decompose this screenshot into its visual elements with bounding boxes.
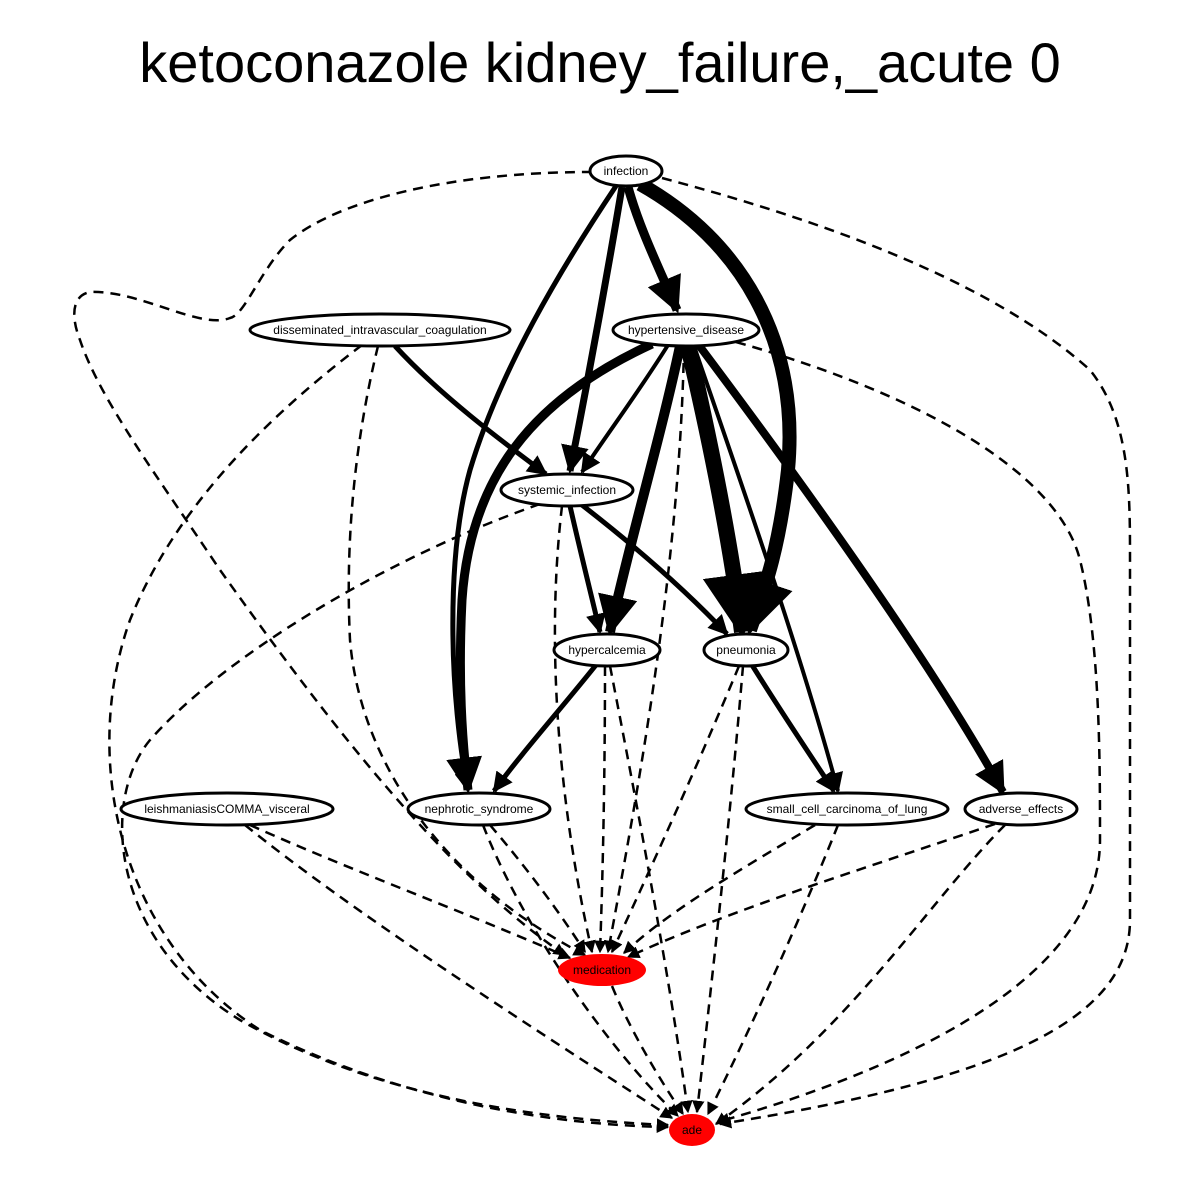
node-systemic-shape — [499, 472, 635, 508]
edge-hypertensive-to-hypercalcemia — [598, 344, 685, 636]
edge-hypertensive-to-ade — [716, 340, 1102, 1125]
edge-pneumonia-to-ade — [692, 665, 745, 1114]
node-infection-label: infection — [604, 164, 649, 178]
edge-dic-to-medication — [347, 345, 587, 957]
node-pneumonia-shape — [702, 632, 790, 668]
edge-systemic-to-medication — [553, 505, 596, 954]
node-nephrotic-label: nephrotic_syndrome — [425, 802, 534, 816]
node-hypertensive-disease[interactable]: hypertensive_disease — [611, 312, 761, 348]
node-ade-label: ade — [682, 1123, 702, 1137]
edge-systemic-to-hypercalcemia — [567, 505, 606, 634]
edge-dic-to-systemic — [393, 344, 548, 477]
edge-adverse-to-medication — [626, 822, 996, 959]
edge-hypertensive-to-medication — [603, 345, 686, 954]
node-infection[interactable]: infection — [588, 154, 664, 188]
graph-title: ketoconazole kidney_failure,_acute 0 — [139, 31, 1061, 94]
node-hypercalcemia[interactable]: hypercalcemia — [552, 632, 662, 668]
node-sclc-label: small_cell_carcinoma_of_lung — [767, 802, 928, 816]
edge-pneumonia-to-medication — [610, 665, 741, 954]
edge-hypercalcemia-to-medication — [594, 665, 607, 954]
node-small-cell-carcinoma-of-lung[interactable]: small_cell_carcinoma_of_lung — [744, 791, 950, 827]
edge-hypertensive-to-sclc — [692, 345, 843, 793]
nodes-layer: infection disseminated_intravascular_coa… — [119, 154, 1079, 1146]
edge-hypercalcemia-to-nephrotic — [491, 663, 598, 793]
edge-leish-to-medication — [249, 823, 572, 960]
edge-systemic-to-pneumonia — [580, 503, 729, 636]
node-systemic-infection[interactable]: systemic_infection — [499, 472, 635, 508]
node-sclc-shape — [744, 791, 950, 827]
edge-systemic-to-ade — [120, 502, 670, 1131]
node-leish-shape — [119, 791, 335, 827]
node-medication-label: medication — [573, 963, 631, 977]
edge-hypertensive-to-systemic — [580, 343, 670, 474]
edge-leish-to-ade — [244, 824, 674, 1120]
edge-infection-to-nephrotic — [450, 184, 619, 792]
edge-pneumonia-to-sclc — [749, 663, 837, 793]
node-pneumonia-label: pneumonia — [716, 643, 776, 657]
node-ade[interactable]: ade — [669, 1114, 715, 1146]
node-nephrotic-syndrome[interactable]: nephrotic_syndrome — [406, 791, 552, 827]
edge-hypertensive-to-adverse — [694, 341, 1007, 795]
node-disseminated-intravascular-coagulation[interactable]: disseminated_intravascular_coagulation — [248, 312, 512, 348]
node-hypercalcemia-shape — [552, 632, 662, 668]
node-medication-shape — [558, 954, 646, 986]
node-pneumonia[interactable]: pneumonia — [702, 632, 790, 668]
node-ade-shape — [669, 1114, 715, 1146]
edge-nephrotic-to-medication — [489, 824, 587, 954]
edge-dic-to-ade — [108, 344, 670, 1134]
node-leishmaniasis-visceral[interactable]: leishmaniasisCOMMA_visceral — [119, 791, 335, 827]
edge-sclc-to-medication — [623, 823, 816, 954]
edge-infection-to-medication — [73, 170, 593, 957]
node-adverse-label: adverse_effects — [979, 802, 1064, 816]
node-systemic-label: systemic_infection — [518, 483, 616, 497]
node-adverse-shape — [963, 791, 1079, 827]
node-leish-label: leishmaniasisCOMMA_visceral — [144, 802, 309, 816]
node-infection-shape — [588, 154, 664, 188]
node-hypercalcemia-label: hypercalcemia — [568, 643, 646, 657]
edge-sclc-to-ade — [706, 824, 840, 1116]
node-dic-label: disseminated_intravascular_coagulation — [273, 323, 486, 337]
node-nephrotic-shape — [406, 791, 552, 827]
edge-infection-to-systemic — [561, 186, 626, 474]
edge-adverse-to-ade — [714, 824, 1006, 1126]
edges-layer — [73, 170, 1132, 1134]
edge-hypercalcemia-to-ade — [608, 665, 693, 1114]
edge-infection-to-hypertensive — [623, 185, 682, 314]
node-hypertensive-label: hypertensive_disease — [628, 323, 744, 337]
node-medication[interactable]: medication — [558, 954, 646, 986]
node-dic-shape — [248, 312, 512, 348]
node-adverse-effects[interactable]: adverse_effects — [963, 791, 1079, 827]
edge-hypertensive-to-pneumonia — [680, 344, 767, 639]
edge-infection-to-ade — [661, 176, 1132, 1129]
node-hypertensive-shape — [611, 312, 761, 348]
edge-medication-to-ade — [610, 985, 685, 1116]
edge-hypertensive-to-nephrotic — [446, 339, 654, 794]
